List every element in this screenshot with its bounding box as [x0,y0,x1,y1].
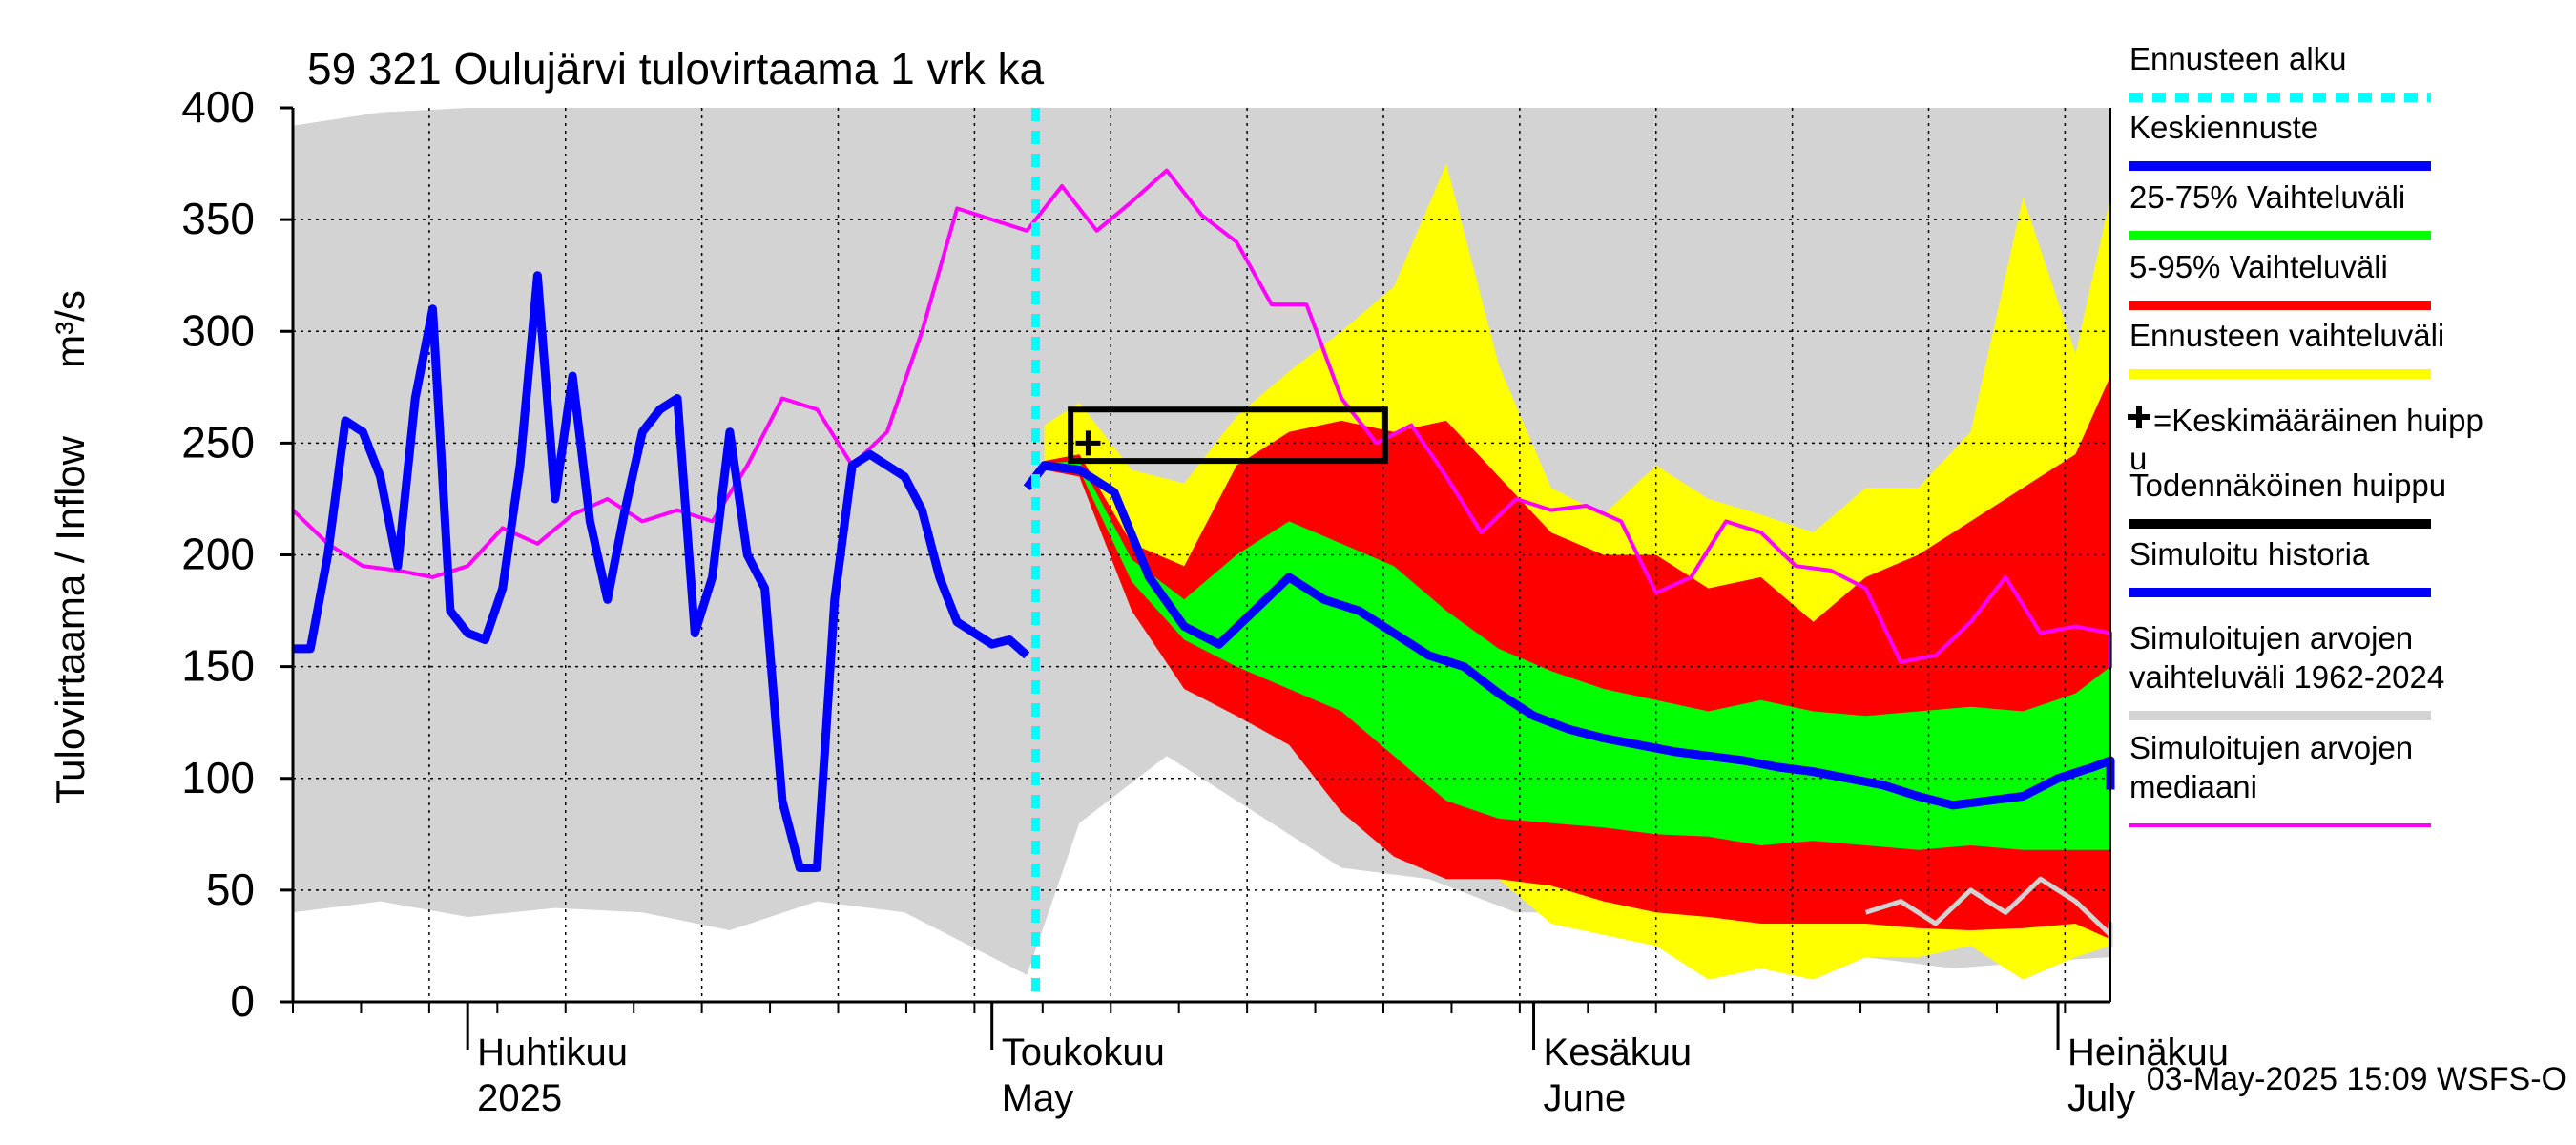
x-month-label-fi: Kesäkuu [1544,1031,1693,1073]
legend-label-2: vaihteluväli 1962-2024 [2129,659,2444,695]
legend-label: 25-75% Vaihteluväli [2129,179,2405,215]
y-axis-label: Tulovirtaama / Inflow [48,435,93,804]
y-tick-label: 0 [230,976,255,1026]
y-tick-label: 250 [181,417,255,467]
legend: Ennusteen alku Keskiennuste 25-75% Vaihtel… [2128,41,2483,827]
plot-area [291,108,2115,1002]
y-tick-label: 150 [181,641,255,691]
probable-peak-box [1068,406,1388,465]
x-month-label-en: July [2067,1077,2135,1119]
x-month-label-fi: Toukokuu [1002,1031,1165,1073]
legend-label: 5-95% Vaihteluväli [2129,249,2388,284]
legend-label: Ennusteen vaihteluväli [2129,318,2444,353]
legend-label: Keskiennuste [2129,110,2318,145]
legend-marker [2128,406,2150,428]
x-month-label-en: 2025 [477,1077,562,1119]
legend-label: Ennusteen alku [2129,41,2347,76]
legend-label: =Keskimääräinen huipp [2153,403,2483,438]
y-tick-label: 50 [206,864,255,914]
y-tick-label: 350 [181,194,255,243]
band-p25_75 [1044,461,2110,853]
timestamp: 03-May-2025 15:09 WSFS-O [2147,1061,2566,1097]
y-tick-label: 300 [181,305,255,355]
legend-label: Simuloitu historia [2129,536,2370,572]
y-tick-label: 200 [181,530,255,579]
legend-label-2: u [2129,441,2147,476]
legend-label-2: mediaani [2129,769,2257,804]
x-month-label-en: June [1544,1077,1627,1119]
y-tick-label: 100 [181,753,255,802]
line-sim_history [293,271,1030,872]
line-mean_forecast [1023,461,2115,810]
chart-title: 59 321 Oulujärvi tulovirtaama 1 vrk ka [307,44,1045,94]
x-month-label-fi: Heinäkuu [2067,1031,2229,1073]
legend-label: Todennäköinen huippu [2129,468,2446,503]
x-month-label-fi: Huhtikuu [477,1031,628,1073]
legend-label: Simuloitujen arvojen [2129,620,2413,656]
y-axis-unit: m³/s [48,290,93,368]
legend-label: Simuloitujen arvojen [2129,730,2413,765]
y-tick-label: 400 [181,82,255,132]
mean-peak-marker [1075,430,1101,456]
x-month-label-en: May [1002,1077,1074,1119]
